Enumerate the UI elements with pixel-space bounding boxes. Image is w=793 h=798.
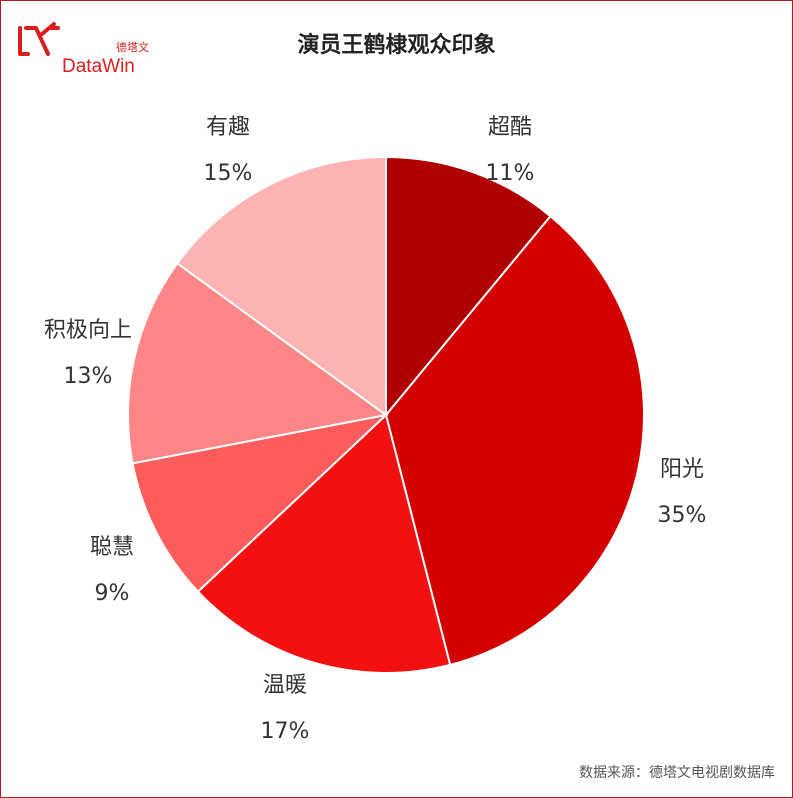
slice-value-label: 13% (64, 364, 113, 389)
pie-slices (127, 155, 645, 674)
pie-slice-6 (175, 155, 387, 417)
slice-value-label: 15% (204, 161, 253, 186)
pie-slice-5 (127, 261, 389, 465)
slice-value-label: 17% (261, 719, 310, 744)
pie-slice-1 (385, 155, 552, 418)
slice-label: 温暖 (263, 673, 307, 698)
slice-label: 阳光 (660, 457, 704, 482)
slice-label: 超酷 (488, 115, 532, 140)
pie-slice-2 (384, 214, 645, 667)
data-source-note: 数据来源：德塔文电视剧数据库 (579, 765, 775, 781)
slice-value-label: 11% (486, 161, 535, 186)
slice-label: 有趣 (206, 115, 250, 140)
chart-title: 演员王鹤棣观众印象 (297, 33, 496, 58)
logo-chinese-text: 德塔文 (116, 41, 149, 54)
slice-value-label: 35% (658, 503, 707, 528)
pie-slice-3 (196, 413, 452, 674)
slice-label: 聪慧 (90, 535, 134, 560)
slice-value-label: 9% (95, 581, 130, 606)
slice-label: 积极向上 (44, 318, 132, 343)
pie-labels: 超酷 11% 阳光 35% 温暖 17% 聪慧 9% 积极向上 13% 有趣 15% (44, 115, 706, 744)
datawin-logo-icon (18, 22, 60, 56)
logo-english-text: DataWin (62, 56, 135, 77)
datawin-logo: 德塔文 DataWin (14, 20, 149, 77)
pie-slice-4 (131, 413, 390, 594)
